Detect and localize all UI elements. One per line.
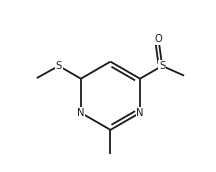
Text: S: S: [159, 61, 165, 71]
Text: N: N: [77, 108, 85, 118]
Text: S: S: [56, 61, 62, 71]
Text: N: N: [136, 108, 144, 118]
Text: O: O: [155, 34, 162, 44]
